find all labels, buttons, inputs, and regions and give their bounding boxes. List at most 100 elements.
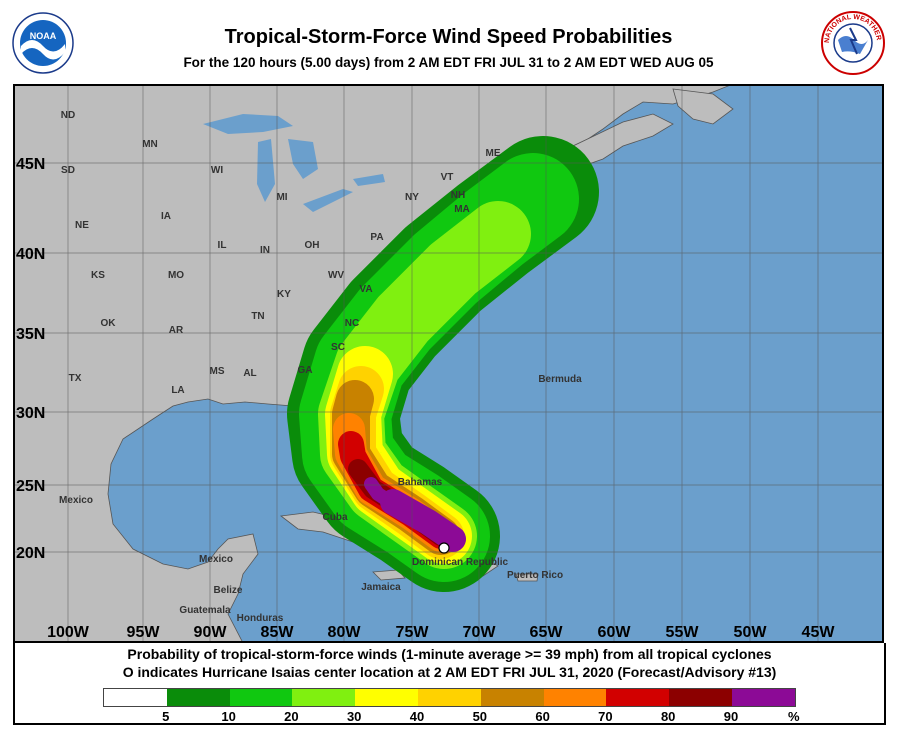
place-label: Jamaica [361,582,401,593]
place-label: Bahamas [398,477,443,488]
place-label: OK [101,318,117,329]
latitude-label: 30N [16,405,45,422]
place-label: NC [345,318,359,329]
color-scale-ticks: 5 10 20 30 40 50 60 70 80 90% [103,709,803,725]
place-label: TX [69,373,82,384]
scale-tick-label: 70 [598,709,613,724]
place-label: GA [298,365,313,376]
place-label: MO [168,270,184,281]
svg-text:NOAA: NOAA [30,31,57,41]
scale-tick-label: 80 [660,709,676,724]
longitude-label: 80W [328,624,362,641]
longitude-label: 50W [734,624,768,641]
legend-description: Probability of tropical-storm-force wind… [127,646,772,662]
place-label: NY [405,192,419,203]
land-nova-scotia [572,113,674,167]
color-bin [669,689,732,706]
color-bin [166,689,230,706]
legend-panel: Probability of tropical-storm-force wind… [13,643,886,725]
scale-tick-label: 10 [221,709,236,724]
place-label: LA [171,385,184,396]
lat-lon-grid [13,84,884,643]
place-label: Honduras [237,613,284,624]
lake-huron [288,139,318,179]
place-label: SD [61,165,75,176]
place-label: SC [331,342,345,353]
map-frame [13,84,884,643]
band-90-core [380,489,466,552]
longitude-label: 65W [530,624,564,641]
place-label: VA [359,284,372,295]
longitude-label: 60W [598,624,632,641]
place-label: MN [142,139,158,150]
scale-tick-label: 60 [535,709,550,724]
latitude-label: 40N [16,246,45,263]
color-bin [543,689,607,706]
place-label: IA [161,211,171,222]
longitude-label: 55W [666,624,700,641]
place-label: OH [305,240,320,251]
place-label: TN [251,311,264,322]
longitude-label: 90W [194,624,228,641]
noaa-logo: NOAA [12,12,74,74]
place-label: AL [243,368,256,379]
longitude-label: 95W [127,624,161,641]
place-label: IL [218,240,227,251]
color-scale-bar [103,688,796,707]
scale-tick-label: 20 [284,709,299,724]
place-label: MS [210,366,225,377]
longitude-label: 100W [47,624,90,641]
probability-swath [287,136,599,592]
place-label: WV [328,270,344,281]
lake-ontario [353,174,385,186]
place-label: MA [454,204,470,215]
storm-center-marker [438,542,450,554]
place-label: KS [91,270,105,281]
nws-logo: NATIONAL WEATHER SERVICE [817,5,886,76]
place-label: NE [75,220,89,231]
scale-tick-label: 50 [472,709,488,724]
place-label: NH [451,190,465,201]
place-label: Puerto Rico [507,570,563,581]
color-bin [606,689,670,706]
scale-tick-label: % [788,709,800,724]
place-label: Dominican Republic [412,557,509,568]
legend-storm-center-note: O indicates Hurricane Isaias center loca… [122,664,777,680]
map-title: Tropical-Storm-Force Wind Speed Probabil… [224,26,673,48]
place-label: KY [277,289,291,300]
place-label: Bermuda [538,374,582,385]
place-label: Guatemala [179,605,231,616]
land-jamaica [372,569,406,581]
place-label: MI [276,192,287,203]
place-label: Belize [214,585,243,596]
latitude-label: 25N [16,478,45,495]
scale-tick-label: 5 [162,709,170,724]
scale-tick-label: 90 [723,709,739,724]
color-bin [229,689,293,706]
color-bin [417,689,481,706]
place-label: VT [441,172,454,183]
place-label: PA [370,232,383,243]
longitude-label: 70W [463,624,497,641]
lake-superior [203,114,293,134]
land-puerto-rico [515,573,539,582]
longitude-label: 75W [396,624,430,641]
place-label: Cuba [323,512,348,523]
place-label: ND [61,110,75,121]
color-bin [480,689,544,706]
scale-tick-label: 40 [409,709,425,724]
place-label: Mexico [199,554,233,565]
map-subtitle: For the 120 hours (5.00 days) from 2 AM … [183,55,714,70]
land-newfoundland [672,88,734,125]
place-label: Mexico [59,495,93,506]
latitude-label: 20N [16,545,45,562]
color-bin [355,689,418,706]
lake-michigan [257,139,275,202]
place-label: WI [211,165,223,176]
place-label: ME [486,148,501,159]
color-bin [292,689,356,706]
latitude-label: 45N [16,156,45,173]
probability-map: 100W 95W 90W 85W 80W 75W 70W 65W 60W 55W 50W 45W 45… [13,84,884,643]
lake-erie [303,189,353,212]
place-label: AR [169,325,184,336]
